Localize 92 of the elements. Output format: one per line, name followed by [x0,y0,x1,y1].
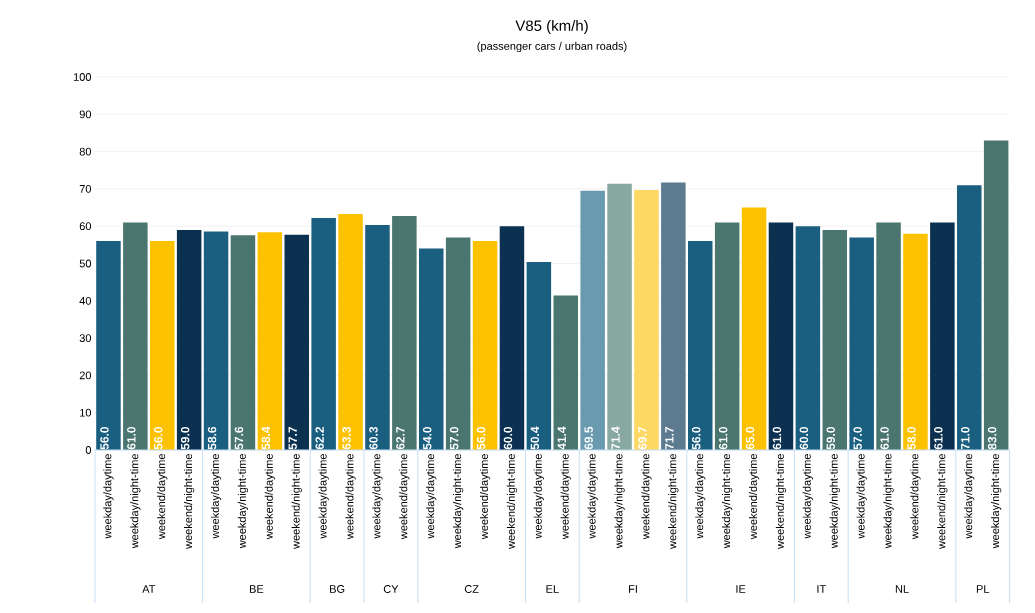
data-label: 61.0 [718,426,728,450]
data-label: 58.6 [207,426,217,450]
data-label: 57.0 [853,426,862,450]
x-tick-label: weekend/daytime [910,454,921,540]
data-label: 57.7 [288,426,297,450]
y-tick-label: 20 [79,371,92,380]
data-label: 61.0 [127,426,136,450]
data-label: 50.4 [530,426,540,450]
data-label: 59.0 [826,426,835,450]
chart-title: V85 (km/h) [515,20,588,34]
x-axis-title: IE [736,585,746,593]
data-label: 56.0 [154,426,163,450]
data-label: 61.0 [772,426,782,450]
data-label: 69.7 [638,426,647,450]
x-tick-label: weekend/daytime [641,454,652,540]
x-tick-label: weekday/night-time [829,454,840,549]
y-tick-label: 0 [85,446,92,454]
data-label: 60.0 [799,426,809,450]
x-tick-label: weekend/daytime [157,454,168,540]
y-tick-label: 90 [79,110,92,119]
x-tick-label: weekend/night-time [937,454,948,549]
x-tick-label: weekday/daytime [533,454,544,539]
x-tick-label: weekend/daytime [479,454,491,540]
data-label: 60.3 [369,426,378,450]
x-tick-label: weekday/daytime [695,454,706,539]
x-tick-label: weekend/daytime [345,454,356,540]
y-tick-label: 100 [73,73,92,81]
y-tick-label: 30 [79,334,92,342]
x-axis-title: PL [976,585,990,593]
x-tick-label: weekday/night-time [883,454,894,549]
x-tick-label: weekend/night-time [291,454,302,549]
x-tick-label: weekday/daytime [103,454,114,539]
data-label: 57.6 [234,426,244,450]
x-tick-label: weekday/daytime [802,454,813,539]
x-tick-label: weekday/night-time [614,454,625,549]
data-label: 56.0 [692,426,701,450]
x-tick-label: weekday/daytime [587,454,598,539]
y-tick-label: 80 [79,147,92,156]
x-tick-label: weekend/daytime [748,454,760,540]
x-tick-label: weekday/daytime [210,454,222,539]
data-label: 59.0 [180,426,190,450]
data-label: 61.0 [880,426,889,450]
data-label: 57.0 [449,426,459,450]
x-axis-title: IT [817,585,826,593]
y-tick-label: 40 [79,296,92,305]
x-tick-label: weekday/night-time [237,454,249,549]
data-label: 83.0 [987,426,997,450]
x-tick-label: weekend/daytime [560,454,571,540]
x-tick-label: weekend/night-time [775,454,787,549]
x-tick-label: weekday/daytime [372,454,383,539]
x-tick-label: weekend/night-time [184,454,195,549]
x-tick-label: weekend/night-time [668,454,679,549]
x-axis-title: EL [546,585,559,593]
x-tick-label: weekday/daytime [964,454,975,539]
x-tick-label: weekday/daytime [318,454,329,539]
data-label: 56.0 [476,426,486,450]
x-tick-label: weekday/daytime [856,454,867,539]
x-tick-label: weekday/night-time [453,454,464,549]
data-label: 56.0 [100,426,109,450]
x-tick-label: weekday/daytime [426,454,437,539]
data-label: 62.2 [315,426,324,450]
data-label: 58.0 [907,426,916,450]
x-axis-title: BG [330,585,345,593]
x-tick-label: weekday/night-time [130,454,141,549]
data-label: 65.0 [745,426,755,450]
y-tick-label: 70 [79,185,92,193]
data-label: 62.7 [396,426,405,450]
x-axis-title: CY [383,585,399,593]
x-tick-label: weekday/night-time [722,454,733,549]
x-axis-title: AT [142,585,156,593]
data-label: 71.4 [611,426,620,450]
x-tick-label: weekend/daytime [264,454,275,540]
data-label: 60.0 [503,426,513,450]
y-tick-label: 10 [80,408,92,417]
data-label: 61.0 [934,426,943,450]
data-label: 71.7 [665,426,674,450]
data-label: 58.4 [261,426,271,450]
chart-subtitle: (passenger cars / urban roads) [477,41,627,53]
x-axis-title: CZ [464,585,479,593]
x-tick-label: weekday/night-time [991,454,1002,549]
x-tick-label: weekend/daytime [399,454,410,540]
data-label: 63.3 [342,426,351,450]
x-axis-title: NL [895,585,909,593]
x-axis-title: FI [629,585,637,593]
data-label: 69.5 [584,426,593,450]
x-axis-title: BE [249,585,264,593]
data-label: 54.0 [423,426,432,450]
data-label: 41.4 [557,426,566,450]
y-tick-label: 60 [79,222,92,231]
data-label: 71.0 [961,426,970,450]
y-tick-label: 50 [79,259,92,268]
x-tick-label: weekend/night-time [506,454,518,549]
